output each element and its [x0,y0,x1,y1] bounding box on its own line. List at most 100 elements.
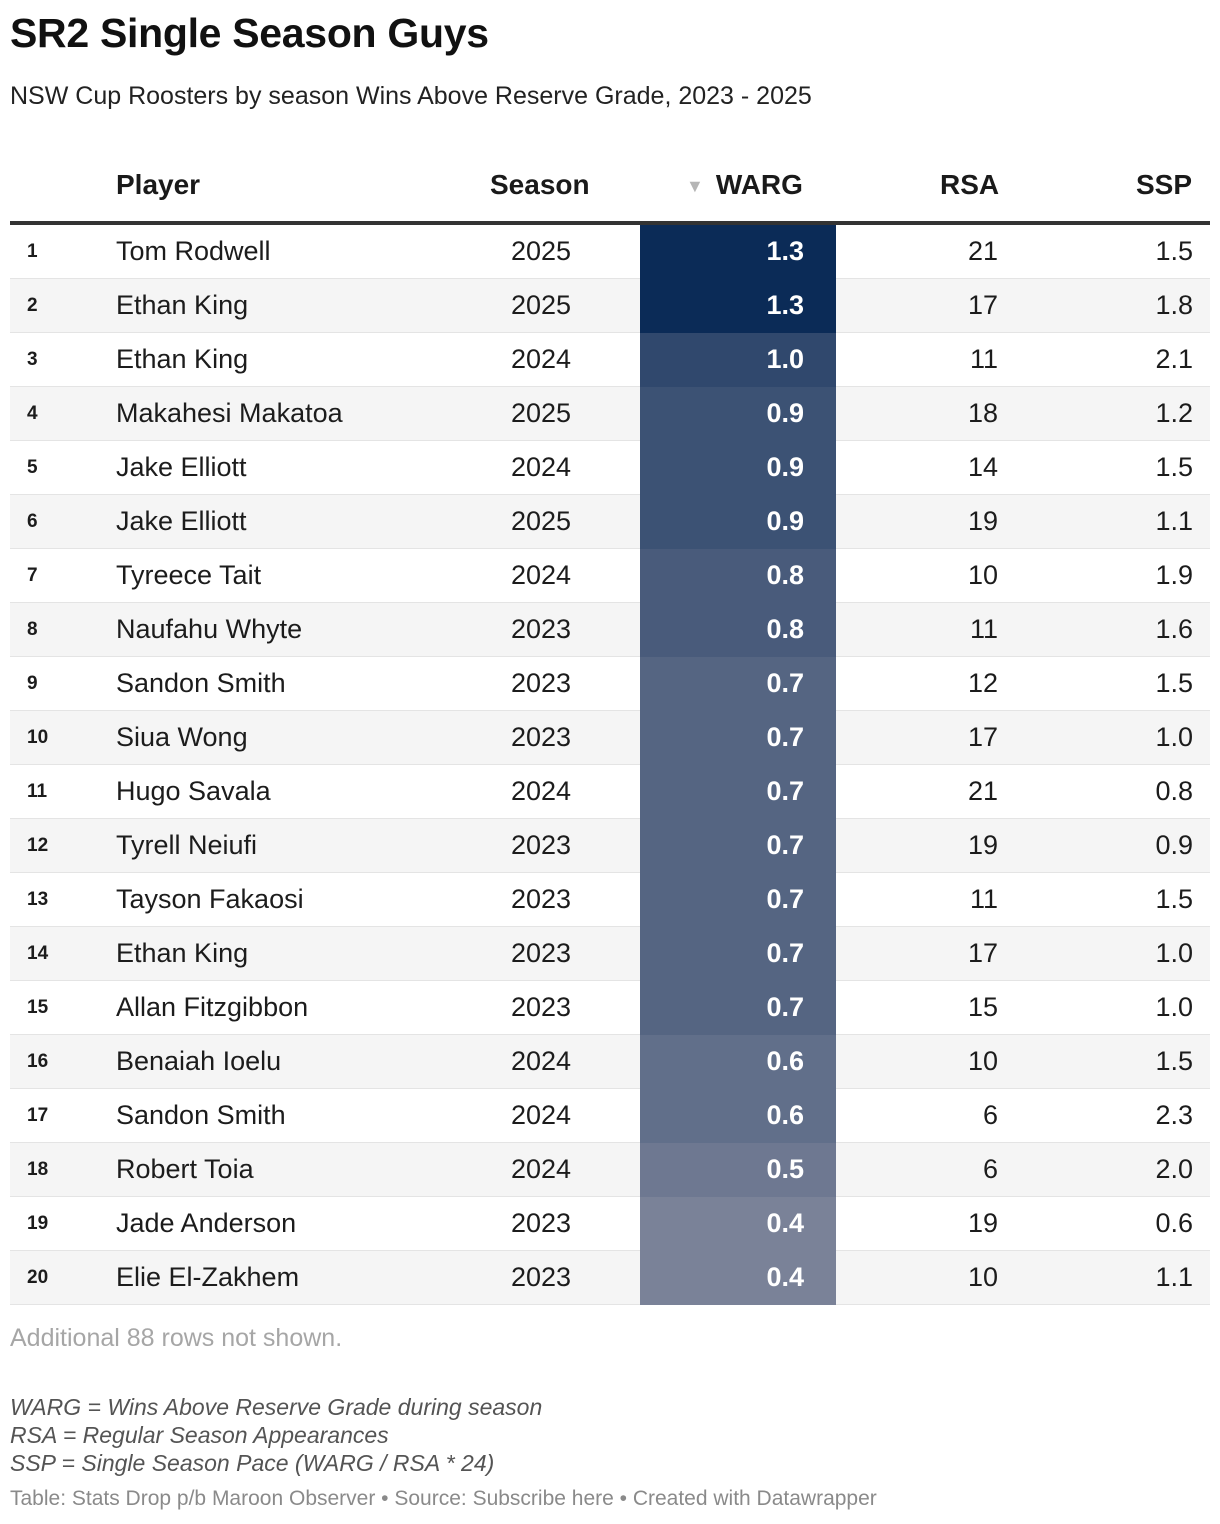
rsa-cell: 14 [967,452,998,482]
table-row: 8 Naufahu Whyte 2023 0.8 11 1.6 [10,603,1210,657]
warg-value: 0.9 [766,452,804,482]
warg-value: 1.0 [766,344,804,374]
header-rsa[interactable]: RSA [940,169,1000,200]
header-season[interactable]: Season [490,169,590,200]
rank-cell: 10 [27,727,49,748]
ssp-cell: 1.5 [1155,236,1193,266]
player-cell: Makahesi Makatoa [116,398,343,428]
rsa-cell: 21 [967,236,998,266]
warg-value: 0.7 [766,722,804,752]
header-player[interactable]: Player [116,169,201,200]
rank-cell: 17 [27,1105,49,1126]
table-row: 18 Robert Toia 2024 0.5 6 2.0 [10,1143,1210,1197]
warg-value: 0.5 [766,1154,804,1184]
rsa-cell: 11 [969,344,998,374]
sort-descending-icon: ▼ [686,176,704,196]
table-body: 1 Tom Rodwell 2025 1.3 21 1.5 2 Ethan King 2025 1… [10,225,1210,1305]
warg-value: 0.9 [766,398,804,428]
warg-value: 0.8 [766,614,804,644]
ssp-cell: 2.0 [1155,1154,1193,1184]
ssp-cell: 1.2 [1155,398,1193,428]
warg-cell: 0.4 [640,1251,836,1305]
rsa-cell: 11 [969,884,998,914]
warg-cell: 0.7 [640,765,836,819]
player-cell: Ethan King [116,938,249,968]
warg-cell: 0.8 [640,549,836,603]
player-cell: Tyreece Tait [116,560,262,590]
player-cell: Tayson Fakaosi [116,884,304,914]
table-header: Player Season ▼ WARG RSA SSP [10,163,1210,225]
header-ssp[interactable]: SSP [1136,169,1193,200]
rank-cell: 5 [27,457,38,478]
ssp-cell: 1.1 [1155,506,1193,536]
player-cell: Tom Rodwell [116,236,271,266]
table-row: 12 Tyrell Neiufi 2023 0.7 19 0.9 [10,819,1210,873]
warg-value: 0.7 [766,830,804,860]
season-cell: 2025 [510,506,572,536]
ssp-cell: 1.5 [1155,452,1193,482]
rank-cell: 8 [27,619,38,640]
rsa-cell: 19 [967,506,998,536]
table-row: 4 Makahesi Makatoa 2025 0.9 18 1.2 [10,387,1210,441]
warg-value: 0.7 [766,992,804,1022]
player-cell: Siua Wong [116,722,248,752]
ssp-cell: 1.9 [1155,560,1193,590]
rsa-cell: 11 [969,614,998,644]
season-cell: 2024 [510,1154,572,1184]
table-row: 2 Ethan King 2025 1.3 17 1.8 [10,279,1210,333]
player-cell: Tyrell Neiufi [116,830,258,860]
warg-cell: 1.3 [640,279,836,333]
rank-cell: 9 [27,673,38,694]
season-cell: 2024 [510,1100,572,1130]
player-cell: Robert Toia [116,1154,254,1184]
rsa-cell: 17 [967,290,998,320]
table-row: 7 Tyreece Tait 2024 0.8 10 1.9 [10,549,1210,603]
table-row: 19 Jade Anderson 2023 0.4 19 0.6 [10,1197,1210,1251]
warg-cell: 0.7 [640,819,836,873]
warg-cell: 0.6 [640,1089,836,1143]
table-row: 10 Siua Wong 2023 0.7 17 1.0 [10,711,1210,765]
warg-cell: 1.0 [640,333,836,387]
season-cell: 2023 [510,668,572,698]
table-row: 15 Allan Fitzgibbon 2023 0.7 15 1.0 [10,981,1210,1035]
rank-cell: 18 [27,1159,49,1180]
season-cell: 2025 [510,236,572,266]
ssp-cell: 1.0 [1155,722,1193,752]
warg-value: 0.4 [766,1262,804,1292]
table-row: 1 Tom Rodwell 2025 1.3 21 1.5 [10,225,1210,279]
season-cell: 2024 [510,776,572,806]
warg-cell: 0.9 [640,387,836,441]
season-cell: 2023 [510,830,572,860]
rsa-cell: 17 [967,938,998,968]
rank-cell: 20 [27,1267,49,1288]
table-row: 5 Jake Elliott 2024 0.9 14 1.5 [10,441,1210,495]
header-warg[interactable]: ▼ WARG [686,169,803,201]
player-cell: Allan Fitzgibbon [116,992,309,1022]
rank-cell: 19 [27,1213,49,1234]
warg-cell: 1.3 [640,225,836,279]
ssp-cell: 1.0 [1155,992,1193,1022]
header-warg-label: WARG [715,169,803,200]
rank-cell: 15 [27,997,49,1018]
rank-cell: 1 [27,241,38,262]
warg-value: 0.9 [766,506,804,536]
warg-cell: 0.7 [640,927,836,981]
warg-cell: 0.7 [640,657,836,711]
rank-cell: 2 [27,295,38,316]
player-cell: Hugo Savala [116,776,271,806]
warg-value: 0.7 [766,938,804,968]
ssp-cell: 1.0 [1155,938,1193,968]
season-cell: 2023 [510,614,572,644]
table-row: 13 Tayson Fakaosi 2023 0.7 11 1.5 [10,873,1210,927]
season-cell: 2024 [510,1046,572,1076]
rank-cell: 4 [27,403,38,424]
rsa-cell: 17 [967,722,998,752]
warg-value: 1.3 [766,290,804,320]
season-cell: 2024 [510,344,572,374]
rsa-cell: 6 [982,1154,998,1184]
table-row: 16 Benaiah Ioelu 2024 0.6 10 1.5 [10,1035,1210,1089]
season-cell: 2023 [510,938,572,968]
season-cell: 2025 [510,398,572,428]
ssp-cell: 1.1 [1155,1262,1193,1292]
warg-cell: 0.7 [640,873,836,927]
